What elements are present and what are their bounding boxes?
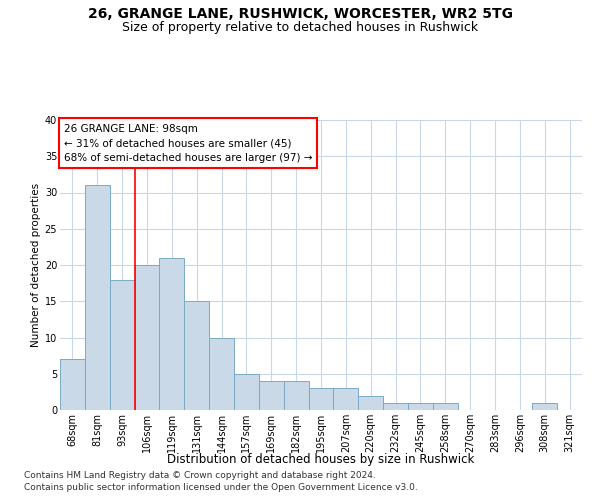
Bar — [433, 403, 458, 410]
Bar — [134, 265, 160, 410]
Bar — [184, 301, 209, 410]
Bar — [110, 280, 134, 410]
Text: Distribution of detached houses by size in Rushwick: Distribution of detached houses by size … — [167, 452, 475, 466]
Bar — [60, 359, 85, 410]
Bar — [259, 381, 284, 410]
Bar — [334, 388, 358, 410]
Bar — [532, 403, 557, 410]
Text: Size of property relative to detached houses in Rushwick: Size of property relative to detached ho… — [122, 21, 478, 34]
Bar — [358, 396, 383, 410]
Y-axis label: Number of detached properties: Number of detached properties — [31, 183, 41, 347]
Text: Contains HM Land Registry data © Crown copyright and database right 2024.: Contains HM Land Registry data © Crown c… — [24, 471, 376, 480]
Text: 26 GRANGE LANE: 98sqm
← 31% of detached houses are smaller (45)
68% of semi-deta: 26 GRANGE LANE: 98sqm ← 31% of detached … — [64, 124, 312, 163]
Bar — [308, 388, 334, 410]
Bar — [160, 258, 184, 410]
Bar — [209, 338, 234, 410]
Bar — [85, 185, 110, 410]
Bar — [408, 403, 433, 410]
Text: 26, GRANGE LANE, RUSHWICK, WORCESTER, WR2 5TG: 26, GRANGE LANE, RUSHWICK, WORCESTER, WR… — [88, 8, 512, 22]
Bar — [383, 403, 408, 410]
Text: Contains public sector information licensed under the Open Government Licence v3: Contains public sector information licen… — [24, 484, 418, 492]
Bar — [234, 374, 259, 410]
Bar — [284, 381, 308, 410]
